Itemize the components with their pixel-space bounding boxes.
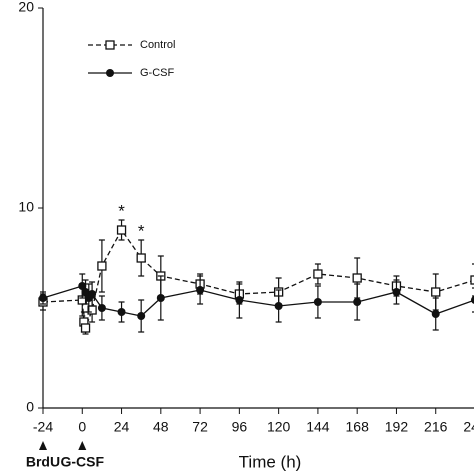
legend-label: Control xyxy=(140,39,175,51)
legend-label: G-CSF xyxy=(140,67,175,79)
data-point xyxy=(97,304,106,312)
data-point xyxy=(156,294,165,302)
data-point xyxy=(136,253,146,263)
data-point xyxy=(392,288,401,296)
y-tick-label: 0 xyxy=(26,399,34,415)
annotation: * xyxy=(138,221,145,240)
data-point xyxy=(313,269,323,279)
data-point xyxy=(88,290,97,298)
arrow xyxy=(78,441,87,450)
x-tick-label: 144 xyxy=(306,419,330,435)
arrow xyxy=(39,441,47,450)
data-point xyxy=(80,323,91,333)
x-tick-label: 72 xyxy=(192,419,208,435)
data-point xyxy=(470,275,474,285)
y-tick-label: 10 xyxy=(18,199,34,215)
x-axis-label: Time (h) xyxy=(239,452,302,471)
data-point xyxy=(313,298,322,306)
data-point xyxy=(353,298,362,306)
marker-label: G-CSF xyxy=(60,454,104,470)
x-tick-label: 240 xyxy=(463,419,474,435)
legend-marker xyxy=(106,69,114,77)
data-point xyxy=(78,282,87,290)
error-bar xyxy=(472,263,474,297)
series-line xyxy=(42,285,474,317)
data-point xyxy=(431,310,440,318)
data-point xyxy=(471,296,474,304)
series-line xyxy=(42,228,474,331)
x-tick-label: 48 xyxy=(153,419,169,435)
x-tick-label: 192 xyxy=(385,419,409,435)
marker-label: BrdU xyxy=(26,454,60,470)
data-point xyxy=(431,287,441,297)
data-point xyxy=(39,294,47,302)
x-tick-label: 0 xyxy=(78,419,86,435)
x-tick-label: 216 xyxy=(424,419,448,435)
data-point xyxy=(274,302,283,310)
x-tick-label: 24 xyxy=(114,419,130,435)
data-point xyxy=(116,225,127,235)
data-point xyxy=(137,312,146,320)
data-point xyxy=(81,288,90,296)
data-point xyxy=(235,296,244,304)
error-bar xyxy=(472,287,474,313)
data-point xyxy=(352,273,362,283)
x-tick-label: 120 xyxy=(267,419,291,435)
annotation: * xyxy=(118,201,125,220)
x-tick-label: -24 xyxy=(33,419,53,435)
data-point xyxy=(97,261,107,271)
x-tick-label: 96 xyxy=(232,419,248,435)
data-point xyxy=(117,308,126,316)
legend-marker xyxy=(105,40,115,50)
y-tick-label: 20 xyxy=(18,0,34,15)
data-point xyxy=(196,286,205,294)
x-tick-label: 168 xyxy=(346,419,370,435)
